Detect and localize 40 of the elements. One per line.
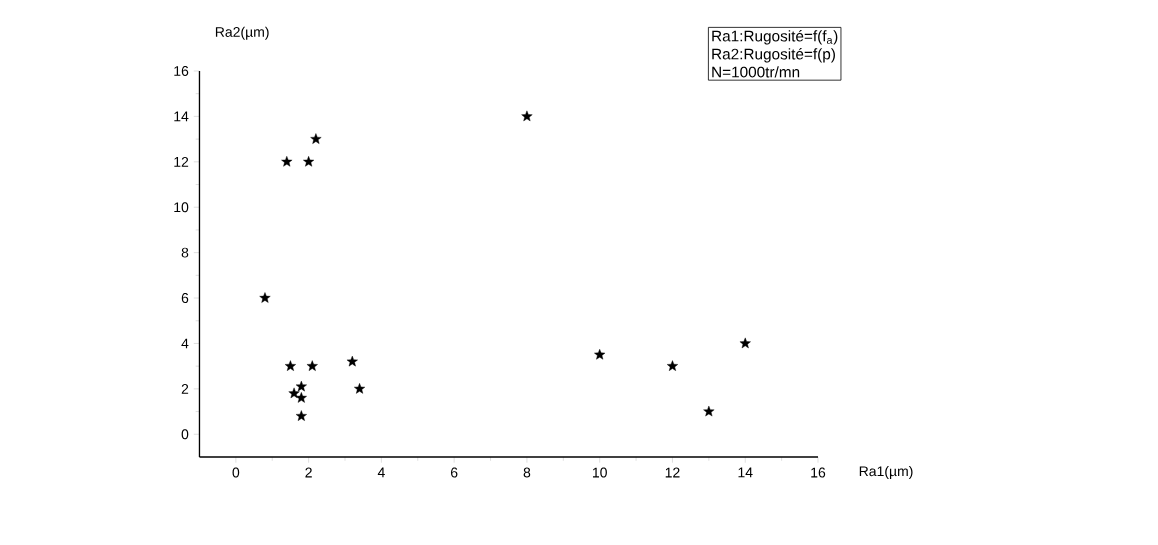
y-tick-label: 10 [174,202,189,213]
point [303,156,315,167]
y-tick-label: 4 [181,338,189,349]
y-tick-label: 2 [181,383,189,394]
x-tick-label: 12 [665,467,680,478]
y-axis-title: Ra2(µm) [215,26,269,40]
x-tick-label: 16 [811,467,826,478]
y-tick-label: 14 [174,111,189,122]
x-tick-label: 4 [377,467,385,478]
x-tick-label: 0 [232,467,240,478]
y-tick-label: 16 [174,66,189,76]
x-tick-label: 8 [523,467,531,478]
point [306,360,318,371]
y-tick-label: 6 [181,293,189,304]
point [288,387,300,399]
y-tick-label: 8 [181,247,189,258]
point [703,405,715,417]
x-tick-label: 10 [592,467,607,478]
x-tick-label: 6 [450,467,458,478]
point [594,349,606,360]
x-tick-label: 14 [738,467,753,478]
point [666,360,678,371]
point [295,410,307,421]
point [739,337,751,349]
x-tick-label: 2 [305,467,312,478]
y-tick-label: 12 [174,156,189,167]
point [346,355,358,367]
point [295,380,307,392]
point [281,156,293,167]
text: Ra2:Rugosité=f(p) [712,48,835,63]
point [284,360,296,371]
text: Ra1:Rugosité=f(f$_{a}$) [712,30,838,45]
point [354,383,366,394]
point [521,110,533,122]
y-tick-label: 0 [181,429,189,440]
point [259,292,271,303]
point [295,392,307,403]
annotation: N=1000tr/mn [712,66,800,78]
x-axis-title: Ra1(µm) [859,465,913,479]
point [310,133,322,144]
